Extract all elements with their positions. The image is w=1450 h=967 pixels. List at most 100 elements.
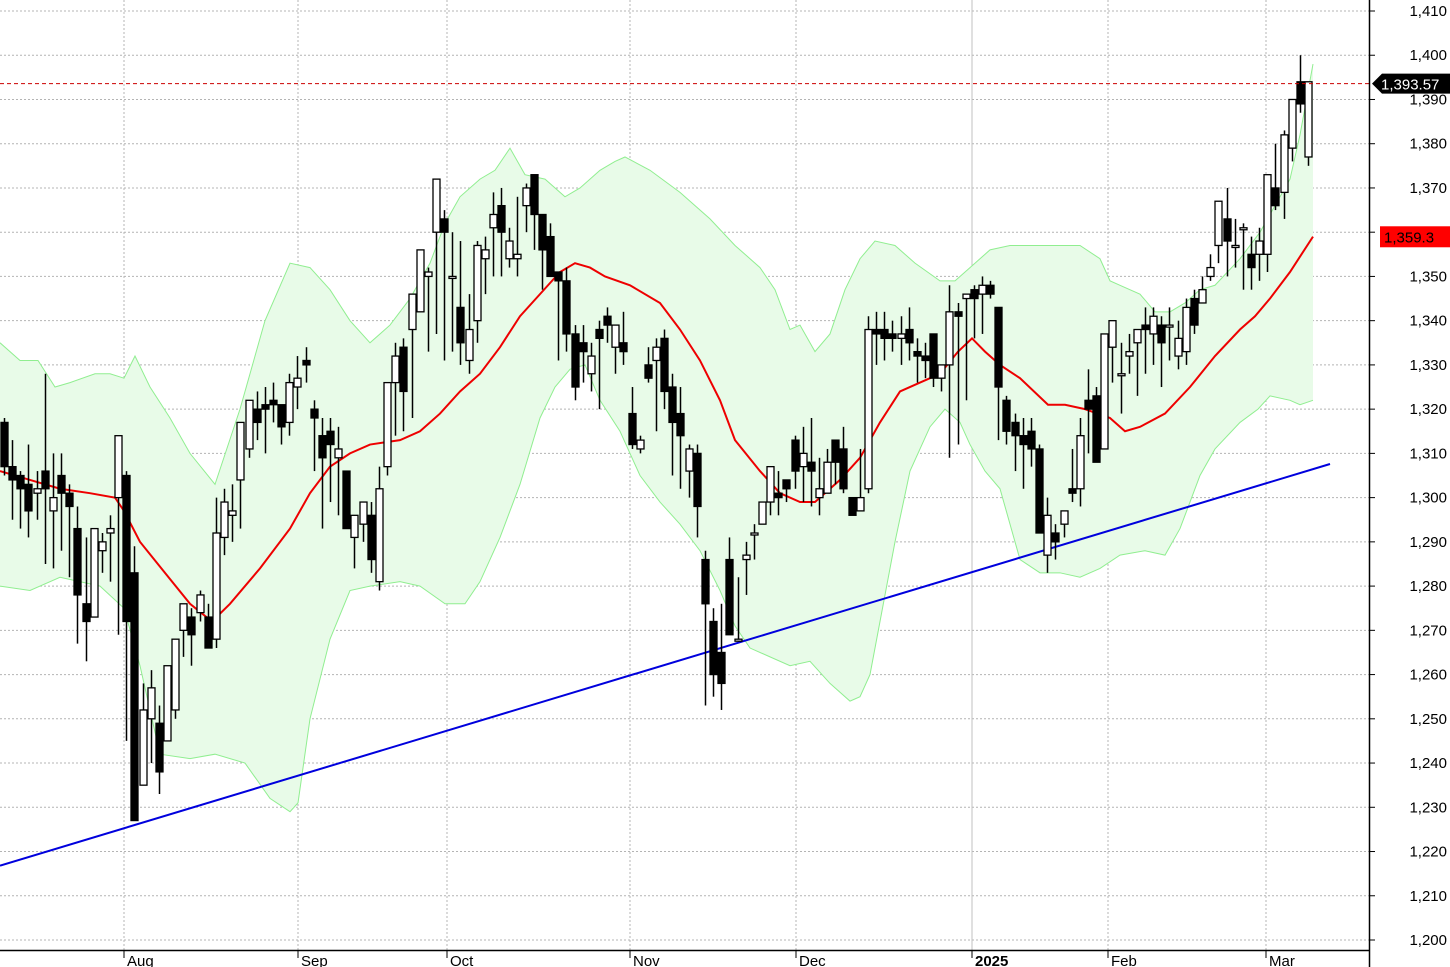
candle [954,302,963,445]
y-tick-label: 1,210 [1409,888,1447,905]
candle-body-down [261,404,270,410]
candle [424,267,433,352]
candle-body-down [848,496,857,516]
candle-body-down [326,430,335,446]
candle-body-up [1288,98,1297,149]
candle-body-down [155,722,164,773]
y-tick-label: 1,200 [1409,932,1447,949]
candle-body-down [807,461,816,472]
candle [522,183,531,233]
candle-body-down [342,470,351,530]
y-tick-label: 1,290 [1409,534,1447,551]
candle-body-down [65,492,74,508]
candle-body-down [994,306,1003,388]
candle [65,484,74,578]
candle-body-down [538,213,547,251]
support-trendline [0,463,1331,867]
candle [644,347,653,383]
candle-body-down [318,435,327,459]
y-tick-label: 1,390 [1409,91,1447,108]
candle [1255,227,1264,281]
candle [489,192,498,277]
candle-body-up [513,253,522,260]
candle [766,466,775,516]
candle [888,320,897,352]
candle [758,501,767,525]
candle-body-down [1084,399,1093,410]
candle-body-down [1027,430,1036,450]
candle [212,497,221,649]
candle [98,533,107,573]
candle-body-up [285,381,294,424]
candle-body-down [921,355,930,362]
candle [1271,143,1280,211]
candle-body-up [171,638,180,711]
candle [1117,342,1126,414]
candle [1304,81,1313,166]
candle [204,603,213,649]
candle-body-down [456,306,465,344]
y-tick-label: 1,370 [1409,180,1447,197]
candle-body-up [473,244,482,322]
candle [530,174,539,250]
candle [831,439,840,485]
candle [253,391,262,441]
candle [986,280,995,299]
candle [513,196,522,277]
candle-body-down [888,333,897,340]
candle [1027,417,1036,467]
bollinger-band [0,63,1314,813]
candle-body-down [1092,395,1101,463]
candle [179,603,188,657]
candle-body-up [864,328,873,490]
last-price-label: 1,393.57 [1381,77,1439,94]
candle [163,665,172,742]
candle [652,338,661,432]
candle [171,638,180,719]
candle [1108,320,1117,383]
candle [921,342,930,379]
candle-body-up [897,333,906,340]
candle [41,373,50,564]
candle [106,515,115,582]
candle [799,426,808,503]
x-axis-background [0,951,1370,967]
candle [628,387,637,449]
candle-body-up [1117,373,1126,377]
candle-body-up [293,377,302,388]
y-tick-label: 1,270 [1409,622,1447,639]
candle [187,608,196,666]
candle [546,223,555,278]
candle [742,541,751,595]
candle-body-up [1125,350,1134,357]
candle [269,382,278,423]
candle [147,670,156,764]
candle [872,311,881,365]
candle [505,227,514,268]
candle [497,187,506,277]
y-tick-label: 1,260 [1409,667,1447,684]
candle [8,440,17,520]
candle [277,404,286,445]
candle-body-down [579,342,588,353]
candle-body-up [424,271,433,278]
candle [1125,333,1134,374]
candle [57,453,66,551]
candle [1296,55,1305,113]
candle [880,311,889,361]
candle-body-up [611,324,620,348]
candle [73,506,82,644]
trendline [0,463,1331,867]
candle-body-down [839,448,848,490]
candle-body-down [1157,324,1166,344]
candle-body-up [1165,324,1174,328]
price-markers: 1,393.57 1,359.3 [1372,73,1450,248]
candle [815,457,824,516]
candle [130,546,139,822]
candle [717,603,726,710]
candle-body-up [1198,289,1207,304]
candle-body-down [905,328,914,344]
y-tick-label: 1,350 [1409,268,1447,285]
candle-body-up [489,213,498,229]
candle [734,577,743,642]
